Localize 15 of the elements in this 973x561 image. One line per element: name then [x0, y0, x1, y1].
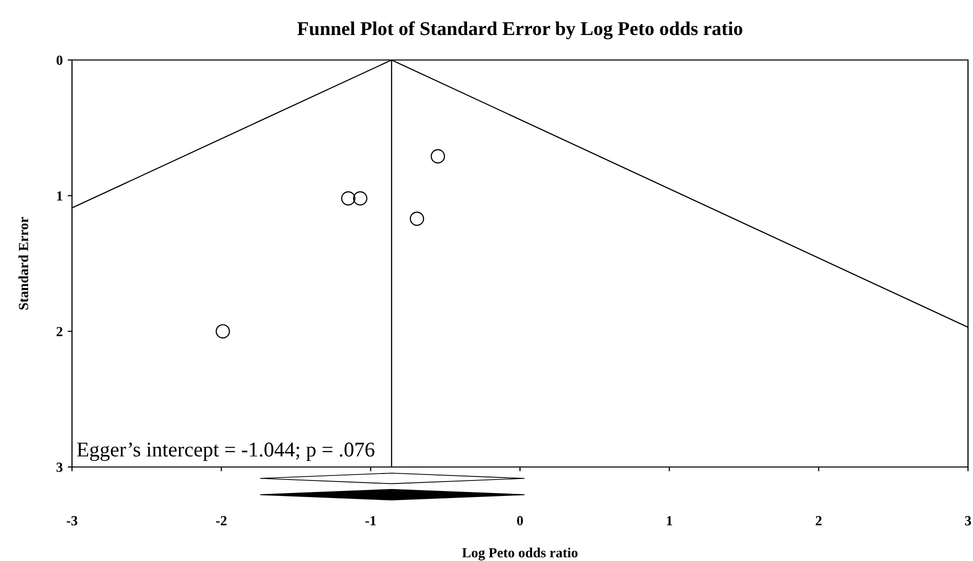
- y-axis-title: Standard Error: [18, 217, 28, 310]
- y-tick-label: 2: [56, 326, 62, 336]
- x-tick-label: 0: [517, 516, 523, 526]
- x-tick-label: -3: [66, 516, 78, 526]
- x-tick-label: 3: [965, 516, 971, 526]
- y-tick-label: 1: [57, 191, 62, 200]
- chart-title: Funnel Plot of Standard Error by Log Peto odds ratio: [297, 21, 742, 40]
- x-axis-title: Log Peto odds ratio: [462, 548, 578, 560]
- x-tick-label: -1: [365, 516, 376, 526]
- y-tick-label: 0: [56, 56, 62, 65]
- annotation: Egger’s intercept = -1.044; p = .076: [77, 442, 374, 461]
- x-tick-label: 1: [666, 516, 672, 526]
- x-tick-label: 2: [816, 516, 822, 526]
- x-tick-label: -2: [216, 516, 227, 526]
- y-tick-label: 3: [56, 462, 62, 472]
